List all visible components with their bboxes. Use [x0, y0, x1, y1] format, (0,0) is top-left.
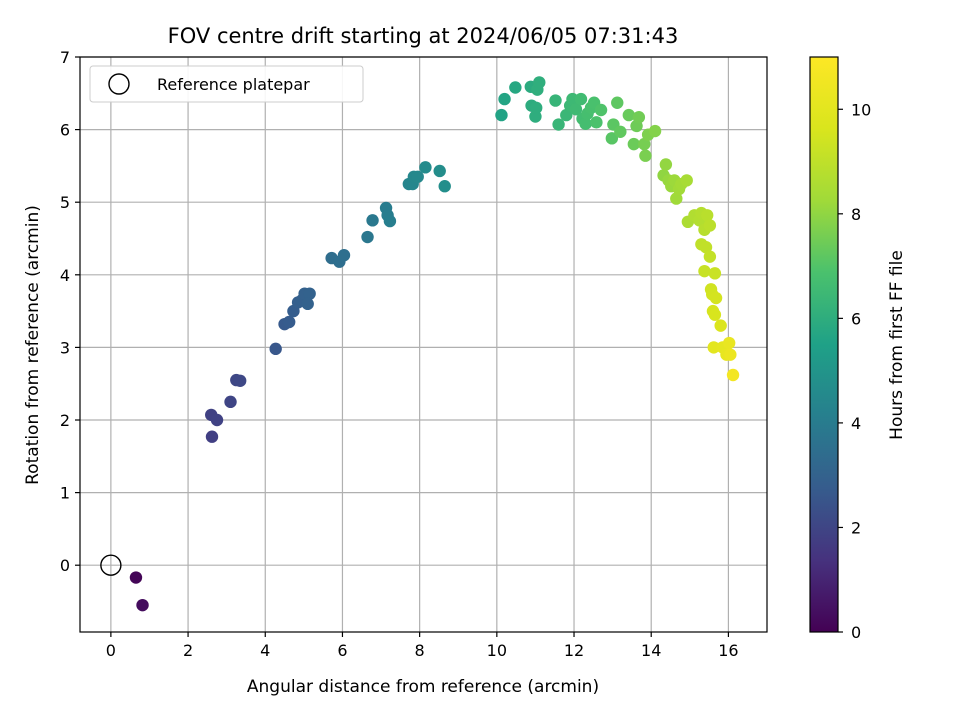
- data-point: [438, 180, 451, 193]
- data-point: [709, 291, 723, 305]
- x-axis-ticks: 0 2 4 6 8 10 12 14 16: [106, 632, 739, 660]
- data-point: [700, 209, 714, 222]
- data-point: [337, 249, 351, 262]
- data-point: [233, 374, 247, 388]
- y-tick-label: 7: [60, 48, 70, 67]
- y-tick-label: 6: [60, 121, 70, 140]
- data-point: [590, 116, 603, 129]
- x-tick-label: 16: [718, 641, 738, 660]
- data-point: [605, 132, 619, 145]
- colorbar-ticks: 0 2 4 6 8 10: [838, 100, 871, 642]
- data-point: [611, 96, 624, 109]
- legend: Reference platepar: [89, 65, 364, 103]
- colorbar-tick-label: 8: [851, 205, 861, 224]
- data-point: [498, 92, 511, 106]
- data-point: [383, 214, 397, 228]
- data-point: [419, 161, 432, 174]
- data-point: [659, 158, 673, 171]
- legend-entry: Reference platepar: [157, 75, 310, 94]
- data-point: [722, 336, 736, 350]
- data-point: [509, 81, 522, 94]
- data-point: [574, 92, 588, 106]
- legend-marker: [108, 73, 130, 95]
- data-point: [698, 264, 711, 278]
- data-point: [136, 598, 149, 612]
- data-point: [210, 413, 224, 427]
- data-point: [707, 341, 720, 354]
- data-point: [708, 267, 722, 280]
- data-point: [638, 137, 651, 151]
- data-point: [708, 308, 722, 321]
- data-point: [726, 368, 740, 382]
- y-axis-ticks: 0 1 2 3 4 5 6 7: [60, 48, 80, 575]
- y-tick-label: 3: [60, 338, 70, 357]
- data-point: [411, 170, 424, 183]
- colorbar-tick-label: 0: [851, 623, 861, 642]
- x-tick-label: 14: [641, 641, 661, 660]
- colorbar: 0 2 4 6 8 10 Hours from first FF file: [809, 56, 907, 642]
- reference-platepar-marker: [100, 554, 122, 576]
- data-points: [129, 76, 740, 612]
- data-point: [680, 174, 693, 187]
- x-tick-label: 10: [487, 641, 507, 660]
- data-point: [724, 348, 737, 361]
- y-tick-label: 2: [60, 411, 70, 430]
- data-point: [699, 241, 713, 254]
- data-point: [549, 94, 562, 107]
- data-point: [433, 164, 446, 178]
- data-point: [224, 395, 237, 409]
- y-axis-label: Rotation from reference (arcmin): [23, 205, 43, 485]
- data-point: [533, 76, 546, 89]
- plot-frame: [79, 56, 768, 633]
- data-point: [303, 287, 316, 300]
- data-point: [301, 297, 314, 311]
- x-tick-label: 8: [415, 641, 425, 660]
- y-tick-label: 5: [60, 193, 70, 212]
- legend-box: [89, 65, 364, 103]
- data-point: [569, 103, 583, 116]
- y-tick-label: 0: [60, 556, 70, 575]
- colorbar-tick-label: 10: [851, 100, 871, 119]
- data-point: [269, 342, 282, 356]
- colorbar-tick-label: 2: [851, 518, 861, 537]
- y-tick-label: 1: [60, 484, 70, 503]
- data-point: [594, 103, 608, 117]
- colorbar-label: Hours from first FF file: [887, 250, 907, 440]
- x-tick-label: 2: [183, 641, 193, 660]
- x-tick-label: 12: [564, 641, 584, 660]
- colorbar-tick-label: 4: [851, 414, 861, 433]
- x-tick-label: 0: [106, 641, 116, 660]
- data-point: [552, 118, 565, 131]
- colorbar-tick-label: 6: [851, 309, 861, 328]
- data-point: [529, 101, 543, 115]
- x-tick-label: 4: [260, 641, 270, 660]
- data-point: [495, 108, 508, 122]
- data-point: [648, 124, 662, 138]
- data-point: [366, 214, 379, 227]
- data-point: [703, 219, 717, 232]
- colorbar-gradient: [809, 56, 839, 633]
- data-point: [703, 250, 717, 263]
- data-point: [560, 108, 573, 122]
- data-point: [361, 230, 374, 244]
- y-tick-label: 4: [60, 266, 70, 285]
- data-point: [205, 430, 219, 443]
- data-point: [579, 117, 592, 130]
- data-point: [614, 125, 627, 138]
- data-point: [129, 571, 143, 584]
- x-tick-label: 6: [337, 641, 347, 660]
- grid-lines: [80, 56, 767, 632]
- data-point: [627, 137, 641, 151]
- data-point: [639, 149, 652, 162]
- data-point: [566, 92, 579, 106]
- data-point: [632, 111, 646, 124]
- data-point: [670, 192, 683, 205]
- chart-title: FOV centre drift starting at 2024/06/05 …: [168, 24, 679, 48]
- data-point: [622, 108, 636, 122]
- data-point: [282, 315, 296, 329]
- data-point: [714, 319, 727, 332]
- x-axis-label: Angular distance from reference (arcmin): [247, 677, 599, 697]
